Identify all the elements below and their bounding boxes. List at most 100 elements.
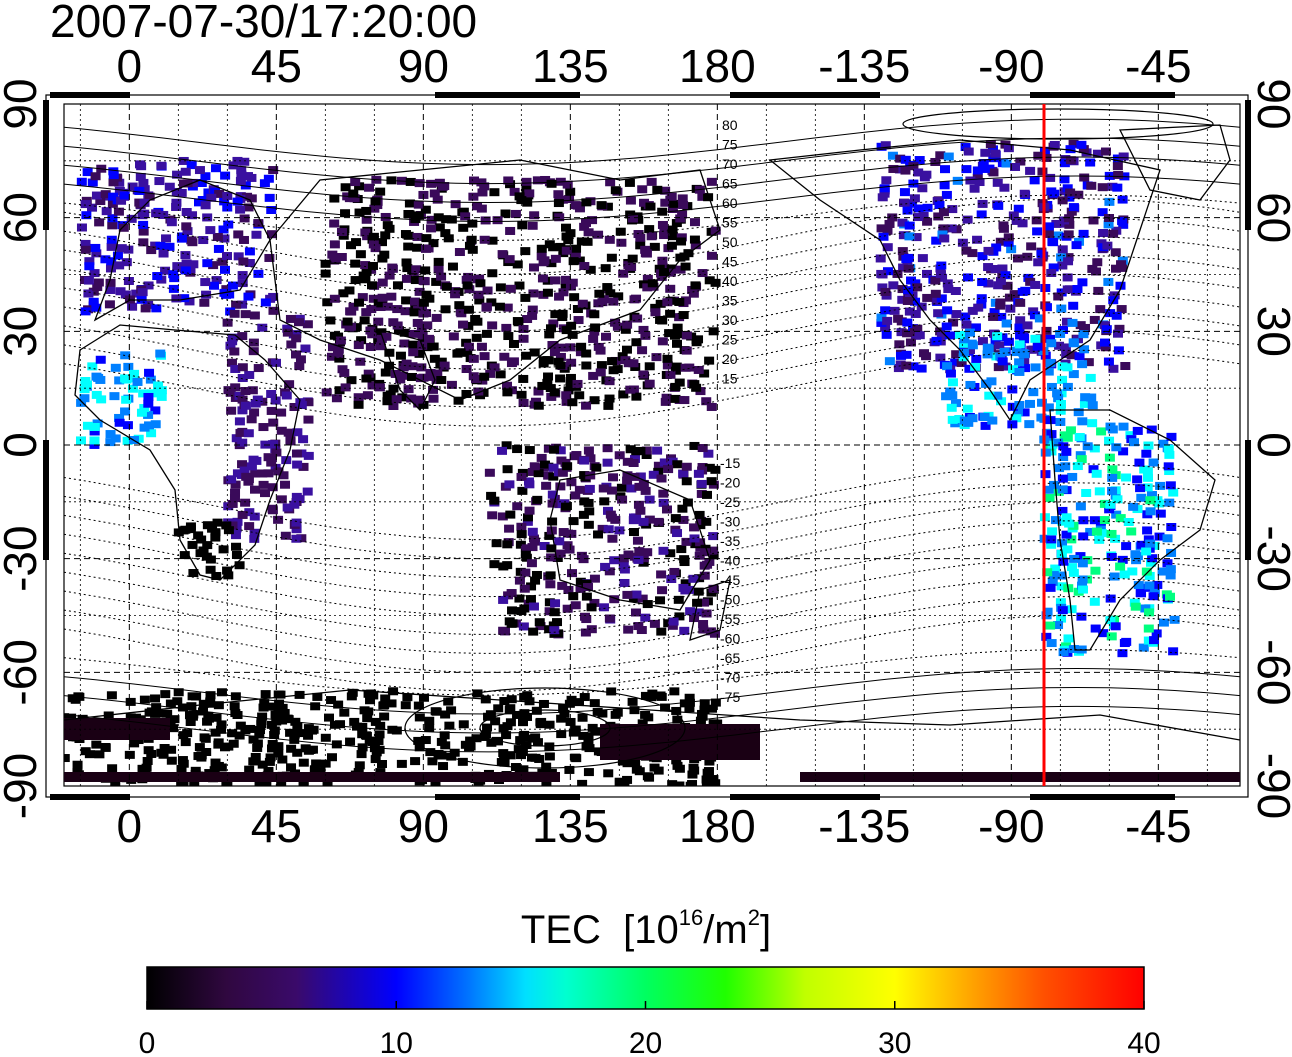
tec-cell [1129, 438, 1140, 447]
tec-cell [602, 202, 613, 211]
tec-cell [675, 265, 686, 274]
tec-cell [291, 449, 302, 458]
tec-cell [566, 358, 577, 367]
tec-cell [1148, 592, 1159, 601]
tec-cell [687, 770, 698, 779]
tec-cell [129, 369, 140, 378]
tec-cell [1111, 443, 1122, 452]
tec-cell [672, 761, 683, 770]
tec-cell [540, 175, 551, 184]
tec-cell [249, 512, 260, 521]
tec-cell [1095, 305, 1106, 314]
tec-band [64, 772, 560, 782]
tec-cell [710, 278, 721, 287]
lon-tick-top: 135 [532, 40, 609, 92]
tec-cell [992, 178, 1003, 187]
tec-cell [292, 722, 303, 731]
tec-cell [100, 255, 111, 264]
tec-cell [652, 446, 663, 455]
tec-cell [672, 339, 683, 348]
tec-cell [291, 518, 302, 527]
tec-cell [647, 279, 658, 288]
tec-cell [76, 398, 87, 407]
tec-cell [160, 690, 171, 699]
tec-cell [667, 225, 678, 234]
tec-cell [677, 194, 688, 203]
tec-cell [543, 372, 554, 381]
tec-cell [257, 469, 268, 478]
tec-cell [638, 558, 649, 567]
tec-cell [244, 370, 255, 379]
tec-cell [639, 198, 650, 207]
tec-cell [555, 352, 566, 361]
tec-cell [309, 765, 320, 774]
tec-cell [138, 389, 149, 398]
tec-cell [1131, 556, 1142, 565]
tec-cell [1166, 522, 1177, 531]
tec-cell [486, 298, 497, 307]
tec-cell [410, 757, 421, 766]
tec-cell [672, 715, 683, 724]
tec-cell [1119, 570, 1130, 579]
tec-cell [527, 311, 538, 320]
tec-cell [429, 189, 440, 198]
tec-cell [700, 548, 711, 557]
tec-cell [377, 299, 388, 308]
tec-cell [1046, 639, 1057, 648]
tec-cell [876, 269, 887, 278]
tec-cell [1066, 605, 1077, 614]
tec-cell [646, 232, 657, 241]
tec-cell [545, 580, 556, 589]
coastline [689, 579, 731, 641]
tec-cell [999, 347, 1010, 356]
tec-cell [142, 756, 153, 765]
tec-cell [91, 740, 102, 749]
tec-data-layer [64, 139, 1240, 786]
tec-cell [1164, 467, 1175, 476]
tec-cell [1057, 539, 1068, 548]
tec-cell [583, 498, 594, 507]
tec-cell [1068, 645, 1079, 654]
tec-cell [1146, 490, 1157, 499]
tec-cell [291, 534, 302, 543]
tec-cell [893, 314, 904, 323]
tec-cell [73, 692, 84, 701]
tec-cell [962, 215, 973, 224]
tec-cell [403, 242, 414, 251]
tec-cell [876, 313, 887, 322]
tec-cell [274, 699, 285, 708]
tec-cell [646, 177, 657, 186]
tec-cell [632, 536, 643, 545]
tec-cell [1163, 444, 1174, 453]
tec-cell [199, 298, 210, 307]
tec-cell [432, 195, 443, 204]
tec-cell [329, 219, 340, 228]
tec-cell [1145, 507, 1156, 516]
tec-cell [355, 250, 366, 259]
tec-cell [1058, 453, 1069, 462]
tec-cell [1008, 211, 1019, 220]
tec-cell [900, 166, 911, 175]
tec-cell [1044, 493, 1055, 502]
tec-cell [486, 738, 497, 747]
tec-cell [656, 474, 667, 483]
tec-cell [266, 453, 277, 462]
tec-cell [999, 183, 1010, 192]
tec-cell [357, 293, 368, 302]
tec-cell [578, 731, 589, 740]
tec-cell [368, 232, 379, 241]
tec-cell [518, 622, 529, 631]
tec-cell [706, 477, 717, 486]
tec-cell [285, 436, 296, 445]
tec-cell [940, 165, 951, 174]
tec-cell [548, 319, 559, 328]
tec-cell [989, 308, 1000, 317]
tec-cell [1087, 419, 1098, 428]
tec-cell [1090, 267, 1101, 276]
tec-cell [537, 274, 548, 283]
tec-cell [461, 389, 472, 398]
tec-cell [210, 728, 221, 737]
tec-cell [519, 584, 530, 593]
tec-cell [964, 364, 975, 373]
tec-cell [196, 178, 207, 187]
